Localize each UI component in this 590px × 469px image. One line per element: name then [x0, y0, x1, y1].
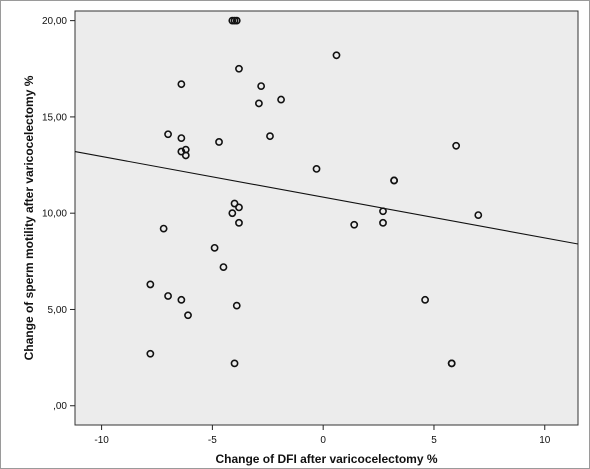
data-point — [230, 199, 239, 208]
x-tick-label: 5 — [431, 435, 437, 446]
plot-area — [74, 10, 579, 426]
x-tick-label: -5 — [208, 435, 217, 446]
data-point — [452, 141, 461, 150]
data-point — [447, 359, 456, 368]
data-point — [232, 16, 241, 25]
y-tick-label: ,00 — [53, 401, 67, 412]
data-point — [421, 295, 430, 304]
data-point — [177, 147, 186, 156]
data-point — [210, 243, 219, 252]
data-point — [235, 218, 243, 227]
data-point — [184, 311, 192, 320]
data-point — [177, 134, 186, 142]
y-tick-label: 5,00 — [48, 305, 68, 316]
regression-line — [74, 151, 579, 245]
data-point — [177, 295, 186, 304]
data-point — [228, 209, 237, 218]
y-axis: ,00 5,00 10,00 15,00 20,00 — [42, 16, 75, 412]
data-point — [235, 64, 243, 73]
data-point — [266, 132, 274, 141]
data-point — [164, 130, 172, 139]
data-point — [146, 349, 155, 358]
x-tick-label: -10 — [94, 435, 109, 446]
data-point — [312, 164, 321, 173]
data-point — [215, 138, 223, 146]
x-tick-label: 0 — [320, 435, 326, 446]
data-point — [164, 292, 172, 300]
data-point — [257, 82, 266, 90]
data-point — [332, 51, 341, 60]
data-point — [277, 95, 285, 104]
data-point — [177, 80, 186, 89]
y-tick-label: 10,00 — [42, 209, 67, 220]
data-point — [230, 359, 239, 368]
y-axis-title: Change of sperm motility after varicocel… — [22, 75, 36, 360]
x-tick-label: 10 — [539, 435, 551, 446]
data-point — [181, 145, 190, 154]
data-point — [390, 176, 398, 185]
data-point — [255, 99, 263, 108]
data-point — [159, 224, 168, 233]
data-point — [219, 263, 228, 272]
data-point — [235, 203, 243, 212]
data-point — [232, 301, 241, 310]
data-points — [146, 16, 483, 368]
data-point — [146, 280, 155, 289]
data-point — [474, 211, 483, 220]
x-axis-title: Change of DFI after varicocelectomy % — [215, 452, 437, 466]
y-tick-label: 20,00 — [42, 16, 67, 27]
y-tick-label: 15,00 — [42, 112, 67, 123]
x-axis: -10 -5 0 5 10 — [94, 425, 551, 446]
data-point — [379, 218, 387, 227]
data-point — [350, 220, 359, 229]
